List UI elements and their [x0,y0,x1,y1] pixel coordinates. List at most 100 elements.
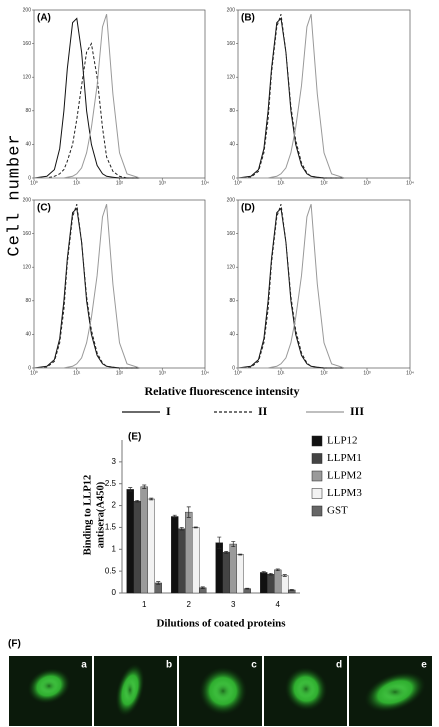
panel-title: (A) [37,13,51,24]
x-tick-label: 10⁰ [30,180,38,186]
legend-swatch [311,453,323,464]
image-label: d [336,660,342,671]
error-bar [231,541,236,548]
x-tick-label: 10¹ [277,180,285,186]
y-tick-label: 40 [229,142,235,148]
bar [236,554,244,594]
image-label: e [421,660,427,671]
legend-swatch [311,435,323,447]
legend-label: LLPM2 [327,470,362,482]
bar [140,486,148,594]
error-bar [149,497,154,501]
y-tick-label: 0 [112,588,117,597]
y-tick-label: 160 [227,231,236,237]
image-label: c [251,660,257,671]
error-bar [289,589,294,591]
cell-nucleus [214,682,232,700]
error-bar [261,571,266,574]
error-bar [142,484,147,489]
bar [229,543,237,594]
curve [237,207,345,369]
legend-label: LLP12 [327,435,358,447]
error-bar [217,536,222,549]
curve [34,204,141,369]
x-tick-label: 10² [320,370,328,376]
y-tick-label: 1 [112,544,117,553]
x-tick-label: 10³ [363,180,371,186]
cell-nucleus [298,681,314,697]
y-tick-label: 80 [25,108,31,114]
x-tick-label: 10⁴ [201,180,209,186]
error-bar [156,581,161,585]
legend-swatch [311,470,323,482]
y-axis-label: Cell number [5,133,24,256]
y-tick-label: 2.5 [105,479,117,488]
y-tick-label: 80 [229,298,235,304]
x-tick-label: 10⁴ [406,370,414,376]
legend-label: LLPM3 [327,487,362,499]
curve [33,204,140,369]
bar [267,574,275,594]
y-tick-label: 3 [112,457,117,466]
error-bar [268,572,273,576]
y-tick-label: 1.5 [105,523,117,532]
x-tick-label: 10⁰ [234,370,242,376]
legend-swatch [311,505,323,517]
error-bar [238,553,243,556]
y-tick-label: 40 [25,142,31,148]
bar [126,489,134,594]
x-tick-label: 10¹ [73,370,81,376]
panel-title: (E) [128,432,141,443]
y-tick-label: 160 [227,41,236,47]
curve [34,42,140,179]
x-tick-label: 10² [320,180,328,186]
legend-label: II [258,404,268,418]
x-tick-label: 10² [116,180,124,186]
y-tick-label: 0 [28,365,31,371]
curve [238,204,345,369]
error-bar [128,487,133,492]
error-bar [224,551,229,554]
curve [237,17,345,179]
y-tick-label: 200 [227,7,236,13]
y-tick-label: 120 [227,265,236,271]
cell-nucleus [125,680,135,700]
x-tick-label: 10² [116,370,124,376]
y-tick-label: 160 [23,231,32,237]
x-tick-label: 10⁴ [406,180,414,186]
bar [178,528,186,594]
curve [237,204,345,369]
x-tick-label: 10⁰ [234,180,242,186]
curve [238,14,345,179]
y-tick-label: 80 [229,108,235,114]
panel-title: (C) [37,203,51,214]
bar [192,527,200,594]
image-label: a [81,660,87,671]
error-bar [245,587,250,590]
panel-title: (D) [241,203,255,214]
y-tick-label: 0 [232,175,235,181]
y-tick-label: 2 [112,501,117,510]
image-label: b [166,660,172,671]
bar [281,575,289,594]
x-tick-label: 10¹ [73,180,81,186]
x-tick-label: 10⁴ [201,370,209,376]
panel-title: (B) [241,13,255,24]
y-tick-label: 120 [23,75,32,81]
x-tick-label: 10¹ [277,370,285,376]
curve [33,17,140,179]
cell-nucleus [41,680,57,692]
y-tick-label: 200 [23,7,32,13]
x-tick-label: 10³ [363,370,371,376]
y-tick-label: 120 [23,265,32,271]
legend-label: LLPM1 [327,452,362,464]
x-tick-label: 3 [231,600,236,609]
x-tick-label: 1 [142,600,147,609]
error-bar [179,527,184,531]
x-axis-label: Relative fluorescence intensity [144,384,299,398]
bar [185,511,193,594]
y-tick-label: 40 [229,332,235,338]
y-tick-label: 40 [25,332,31,338]
y-axis-label: Binding to LLP12 [82,475,93,556]
